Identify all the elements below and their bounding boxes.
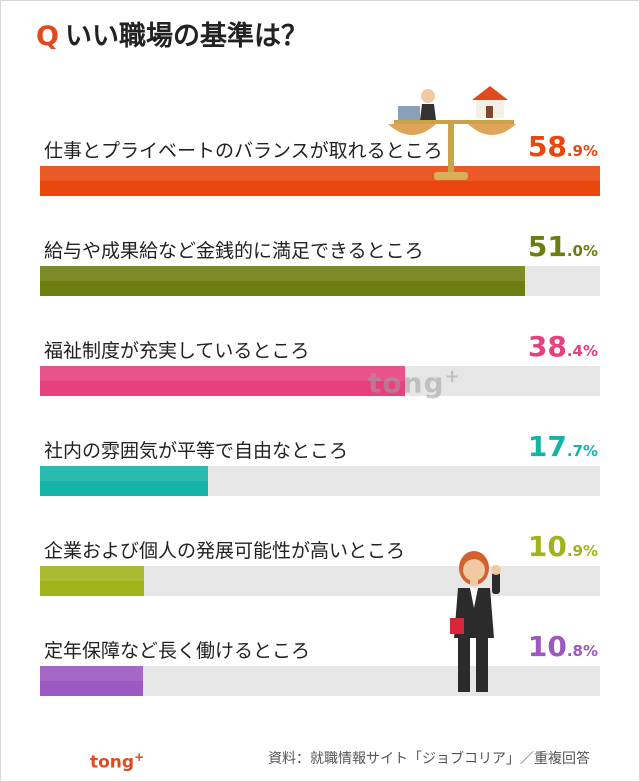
watermark-text: tong	[368, 366, 445, 400]
category-label: 仕事とプライベートのバランスが取れるところ	[44, 140, 443, 162]
value-decimal: .4%	[566, 342, 598, 360]
value-integer: 17	[527, 430, 567, 463]
bar	[40, 466, 208, 496]
value-decimal: .9%	[566, 542, 598, 560]
value-integer: 38	[527, 330, 567, 363]
value-label: 51.0%	[528, 230, 598, 263]
watermark: tong+	[368, 366, 461, 399]
value-decimal: .9%	[566, 142, 598, 160]
bar-row: 福祉制度が充実しているところ 38.4%	[0, 330, 640, 416]
value-label: 10.9%	[528, 530, 598, 563]
bar	[40, 166, 600, 196]
category-label: 定年保障など長く働けるところ	[44, 640, 311, 662]
value-integer: 51	[527, 230, 567, 263]
value-label: 38.4%	[528, 330, 598, 363]
bar-row: 仕事とプライベートのバランスが取れるところ 58.9%	[0, 130, 640, 216]
logo-text: tong	[90, 752, 135, 773]
bar-track	[40, 366, 600, 396]
bar-track	[40, 566, 600, 596]
question-mark: Q	[36, 21, 59, 52]
bar	[40, 566, 144, 596]
value-decimal: .0%	[566, 242, 598, 260]
bar	[40, 366, 405, 396]
value-integer: 58	[527, 130, 567, 163]
logo-plus: +	[134, 750, 145, 764]
category-label: 給与や成果給など金銭的に満足できるところ	[44, 240, 424, 262]
value-label: 17.7%	[528, 430, 598, 463]
woman-illustration	[450, 551, 501, 692]
value-integer: 10	[527, 530, 567, 563]
scale-illustration	[388, 86, 516, 180]
value-decimal: .8%	[566, 642, 598, 660]
bar-row: 定年保障など長く働けるところ 10.8%	[0, 630, 640, 716]
bar-row: 企業および個人の発展可能性が高いところ 10.9%	[0, 530, 640, 616]
bar-track	[40, 266, 600, 296]
value-integer: 10	[527, 630, 567, 663]
value-decimal: .7%	[566, 442, 598, 460]
bar	[40, 666, 143, 696]
bar-track	[40, 666, 600, 696]
chart-title: Q いい職場の基準は？	[36, 14, 308, 53]
bar-track	[40, 466, 600, 496]
value-label: 10.8%	[528, 630, 598, 663]
category-label: 企業および個人の発展可能性が高いところ	[44, 540, 406, 562]
bar-row: 給与や成果給など金銭的に満足できるところ 51.0%	[0, 230, 640, 316]
source-note: 資料：就職情報サイト「ジョブコリア」／重複回答	[268, 751, 590, 767]
bar	[40, 266, 525, 296]
chart-title-text: いい職場の基準は？	[64, 21, 308, 52]
bar-track	[40, 166, 600, 196]
category-label: 福祉制度が充実しているところ	[44, 340, 310, 362]
value-label: 58.9%	[528, 130, 598, 163]
watermark-plus: +	[444, 366, 461, 387]
category-label: 社内の雰囲気が平等で自由なところ	[44, 440, 349, 462]
tong-logo: tong+	[90, 750, 144, 773]
bar-row: 社内の雰囲気が平等で自由なところ 17.7%	[0, 430, 640, 516]
